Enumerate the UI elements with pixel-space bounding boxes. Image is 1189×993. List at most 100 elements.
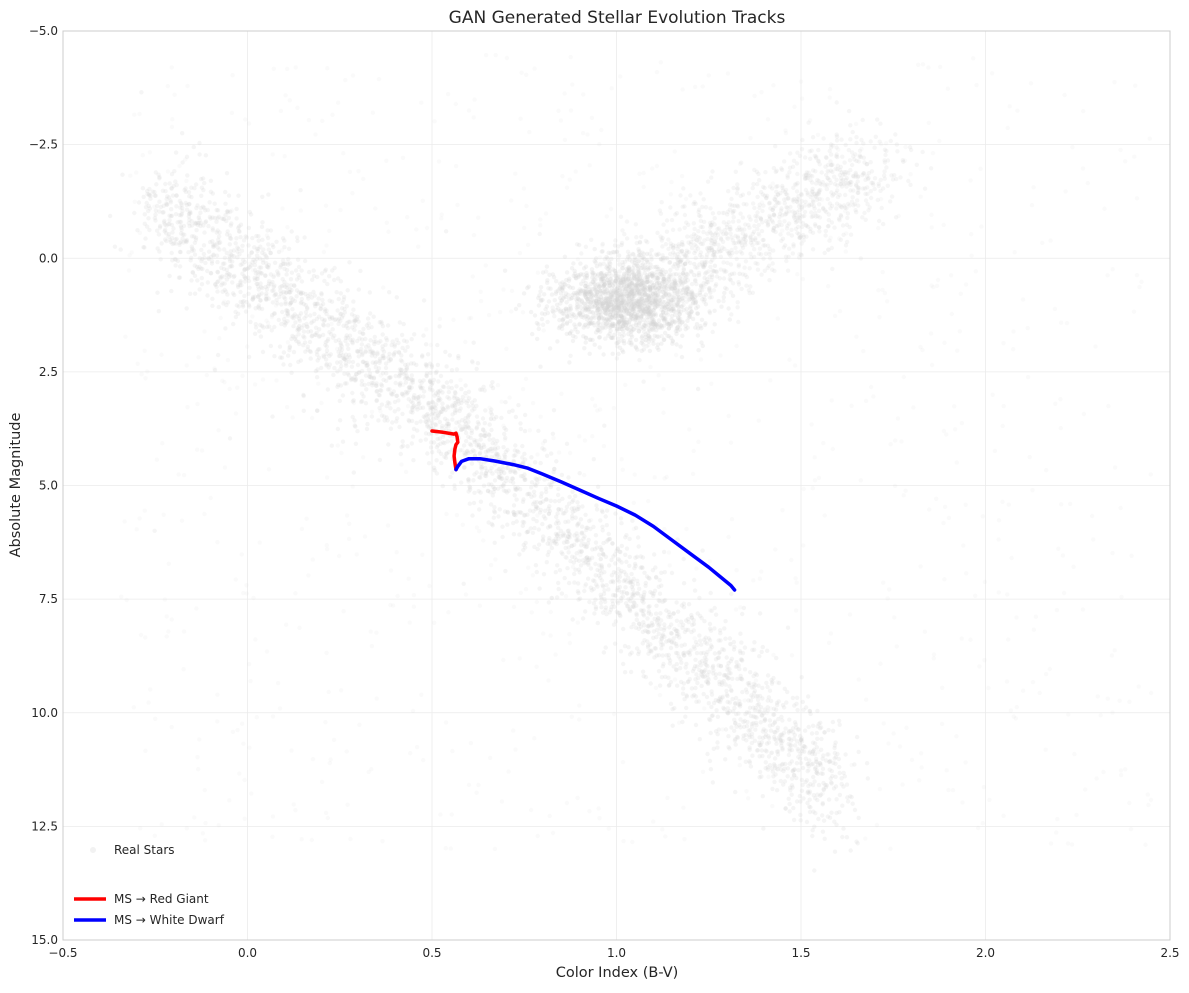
real-star-point [667,326,671,330]
real-star-point [798,752,802,756]
real-star-point [787,797,791,801]
real-star-point [658,592,662,596]
real-star-point [521,460,525,464]
real-star-point [570,514,574,518]
real-star-point [260,225,264,229]
real-star-point [562,540,566,544]
real-star-point [801,700,805,704]
real-star-point [668,268,672,272]
real-star-point [698,638,702,642]
real-star-point [517,552,521,556]
real-star-point [770,787,774,791]
real-star-point [286,354,290,358]
real-star-point [270,243,274,247]
real-star-point [563,576,567,580]
real-star-point [269,251,273,255]
real-star-point [488,422,492,426]
real-star-point [217,247,221,251]
real-star-point [453,401,457,405]
real-star-point [618,575,622,579]
real-star-point [675,684,679,688]
real-star-point [554,570,558,574]
real-star-point [341,393,345,397]
real-star-point [434,458,438,462]
real-star-point [157,232,161,236]
real-star-point [466,399,470,403]
real-star-point [185,208,189,212]
real-star-point [880,206,884,210]
real-star-point [293,320,297,324]
real-star-point [355,315,359,319]
real-star-point [375,351,379,355]
real-star-point [602,650,606,654]
real-star-point [291,324,295,328]
real-star-point [379,382,383,386]
real-star-point [594,503,598,507]
real-star-point [652,308,656,312]
real-star-point [197,152,201,156]
real-star-point [723,757,727,761]
real-star-point [290,229,294,233]
real-star-point [623,585,627,589]
real-star-point [178,264,182,268]
real-star-point [448,353,452,357]
real-star-point [832,746,836,750]
real-star-point [785,690,789,694]
real-star-point [490,380,494,384]
real-star-point [538,365,542,369]
real-star-point [696,676,700,680]
real-star-point [623,553,627,557]
real-star-point [806,694,810,698]
real-star-point [790,793,794,797]
real-star-point [800,789,804,793]
real-star-point [186,250,190,254]
real-star-point [260,220,264,224]
real-star-point [708,718,712,722]
real-star-point [685,234,689,238]
real-star-point [795,761,799,765]
real-star-point [476,420,480,424]
real-star-point [508,479,512,483]
real-star-point [516,403,520,407]
real-star-point [698,737,702,741]
real-star-point [702,692,706,696]
real-star-point [718,700,722,704]
real-star-point [686,617,690,621]
real-star-point [450,417,454,421]
real-star-point [593,547,597,551]
real-star-point [621,662,625,666]
real-star-point [302,329,306,333]
real-star-point [737,699,741,703]
real-star-point [324,340,328,344]
real-star-point [502,432,506,436]
real-star-point [693,658,697,662]
real-star-point [445,395,449,399]
real-star-point [113,245,117,249]
real-star-point [632,601,636,605]
real-star-point [760,754,764,758]
real-star-point [205,293,209,297]
real-star-point [708,291,712,295]
real-star-point [534,476,538,480]
real-star-point [460,427,464,431]
real-star-point [712,626,716,630]
real-star-point [374,365,378,369]
real-star-point [601,352,605,356]
real-star-point [668,658,672,662]
real-star-point [216,238,220,242]
real-star-point [708,638,712,642]
real-star-point [548,346,552,350]
real-star-point [197,141,201,145]
real-star-point [663,675,667,679]
real-star-point [622,333,626,337]
real-star-point [487,433,491,437]
real-star-point [230,280,234,284]
real-star-point [523,429,527,433]
real-star-point [299,358,303,362]
real-star-point [831,720,835,724]
real-star-point [689,269,693,273]
real-star-point [532,526,536,530]
real-star-point [703,661,707,665]
real-star-point [223,190,227,194]
real-star-point [592,457,596,461]
